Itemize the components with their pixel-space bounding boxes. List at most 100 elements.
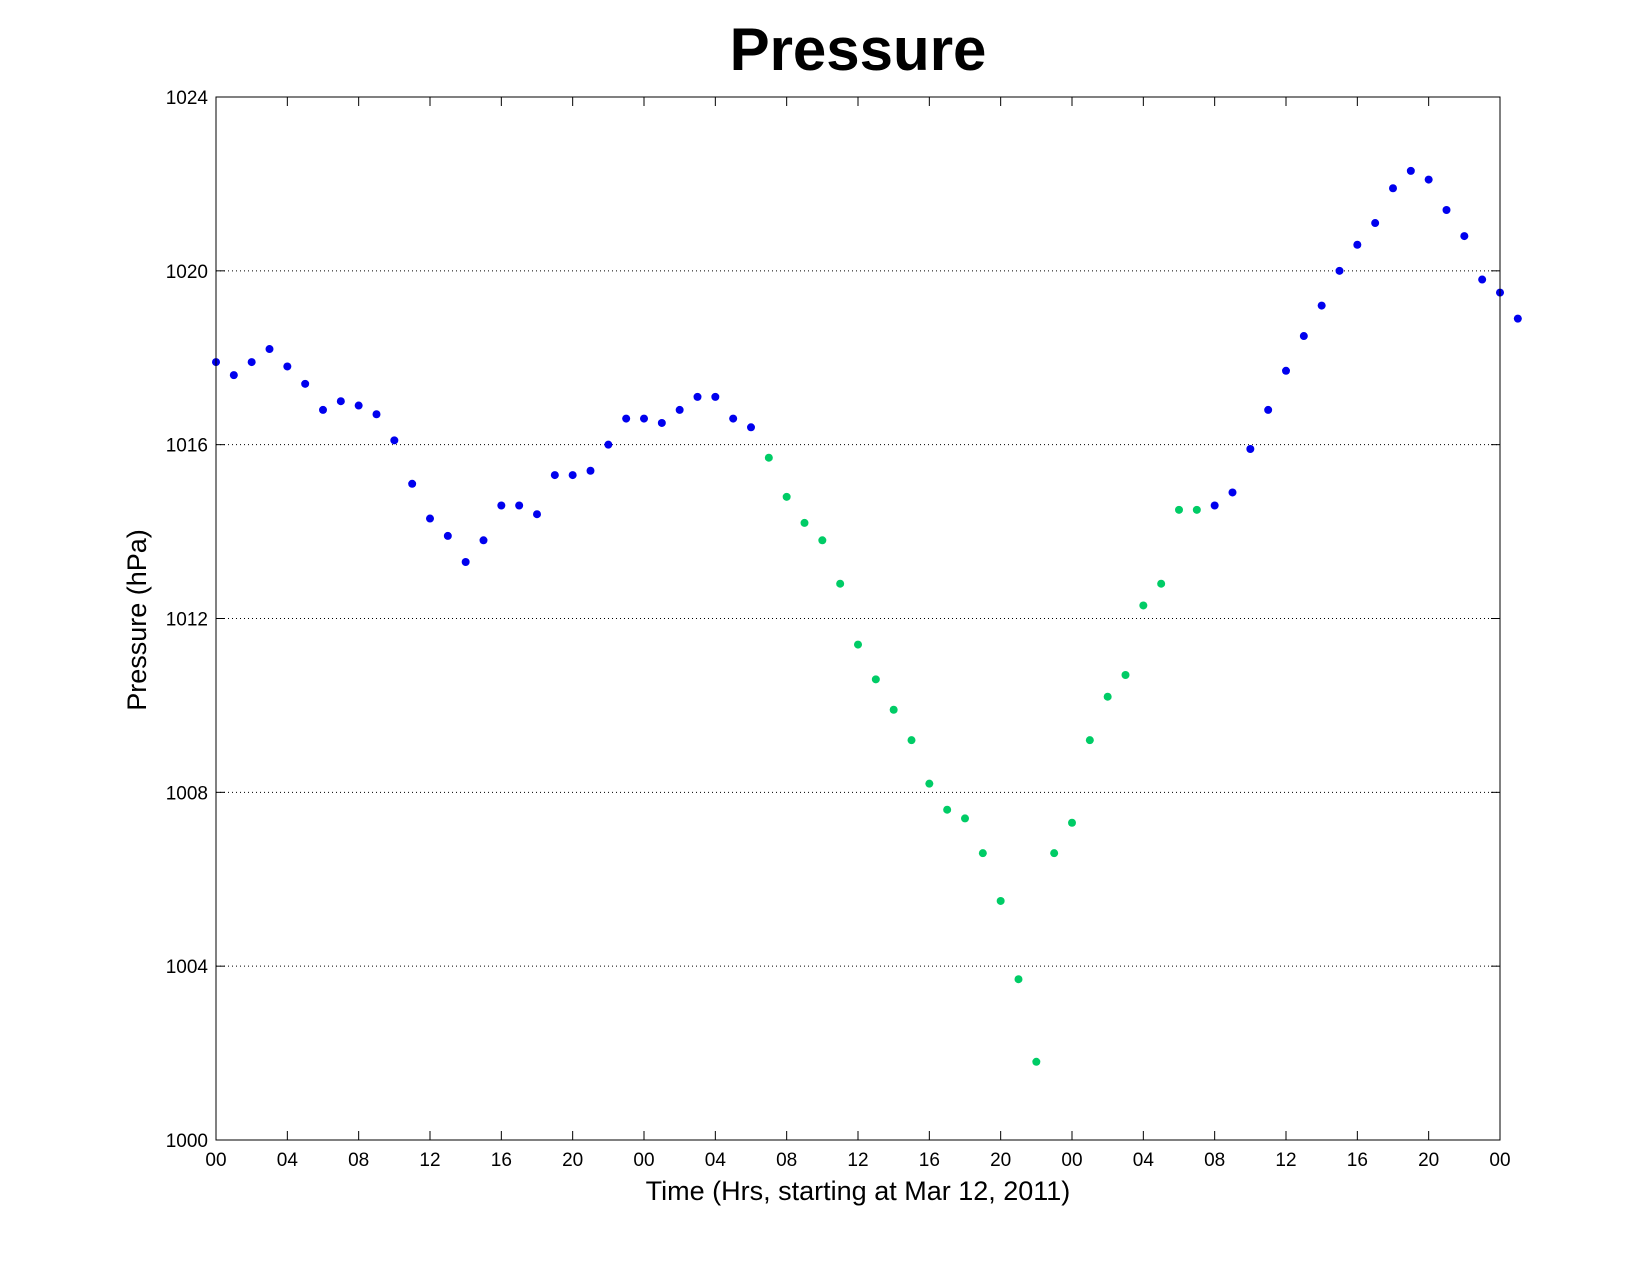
data-point-series-1 <box>568 471 577 480</box>
x-tick-label: 16 <box>491 1150 512 1171</box>
x-tick-label: 20 <box>990 1150 1011 1171</box>
data-points <box>212 166 1522 1066</box>
data-point-series-1 <box>265 345 274 354</box>
data-point-series-1 <box>319 405 327 414</box>
data-point-series-1 <box>711 392 720 401</box>
data-point-series-1 <box>1246 445 1255 454</box>
x-tick-label: 12 <box>419 1150 440 1171</box>
data-point-series-1 <box>354 401 363 410</box>
data-point-series-1 <box>693 392 702 401</box>
data-point-series-1 <box>426 514 434 523</box>
x-tick-label: 08 <box>776 1150 797 1171</box>
data-point-series-2 <box>1032 1057 1041 1066</box>
data-point-series-1 <box>747 423 755 432</box>
data-point-series-2 <box>764 453 773 462</box>
data-point-series-1 <box>336 397 345 406</box>
x-tick-label: 20 <box>562 1150 583 1171</box>
data-point-series-2 <box>943 805 952 814</box>
x-tick-label: 00 <box>1061 1150 1082 1171</box>
data-point-series-2 <box>1068 818 1076 827</box>
data-point-series-1 <box>1460 232 1469 241</box>
data-point-series-1 <box>247 358 256 367</box>
y-tick-label: 1012 <box>166 610 208 631</box>
x-tick-label: 00 <box>205 1150 226 1171</box>
data-point-series-1 <box>1210 501 1219 510</box>
x-tick-label: 12 <box>1275 1150 1296 1171</box>
data-point-series-1 <box>1335 266 1344 275</box>
data-point-series-1 <box>497 501 506 510</box>
data-point-series-1 <box>1282 366 1290 375</box>
data-point-series-2 <box>854 640 862 649</box>
data-point-series-2 <box>871 675 880 684</box>
x-tick-label: 08 <box>348 1150 369 1171</box>
data-point-series-2 <box>1050 849 1059 858</box>
data-point-series-1 <box>1513 314 1522 323</box>
data-point-series-2 <box>925 779 934 788</box>
data-point-series-1 <box>479 536 488 545</box>
data-point-series-2 <box>818 536 827 545</box>
data-point-series-1 <box>301 379 310 388</box>
data-point-series-1 <box>533 510 541 519</box>
data-point-series-2 <box>782 492 791 501</box>
x-tick-label: 20 <box>1418 1150 1439 1171</box>
data-point-series-2 <box>978 849 987 858</box>
data-point-series-1 <box>1264 405 1273 414</box>
data-point-series-1 <box>1299 332 1308 341</box>
data-point-series-1 <box>550 471 559 480</box>
data-point-series-2 <box>996 896 1005 905</box>
y-tick-label: 1004 <box>166 957 209 978</box>
data-point-series-2 <box>1157 579 1166 588</box>
data-point-series-2 <box>961 814 969 823</box>
chart-title: Pressure <box>730 16 987 83</box>
data-point-series-1 <box>1442 205 1451 214</box>
y-axis-label: Pressure (hPa) <box>122 529 152 711</box>
x-tick-label: 00 <box>1489 1150 1510 1171</box>
x-tick-label: 12 <box>847 1150 868 1171</box>
x-tick-label: 04 <box>1133 1150 1155 1171</box>
data-point-series-1 <box>229 371 238 380</box>
data-point-series-2 <box>1103 692 1112 701</box>
data-point-series-1 <box>1424 175 1433 184</box>
data-point-series-1 <box>640 414 648 423</box>
data-point-series-1 <box>461 558 470 567</box>
data-point-series-1 <box>443 531 452 540</box>
y-tick-label: 1016 <box>166 436 208 457</box>
y-tick-label: 1000 <box>166 1131 208 1152</box>
axis-ticks: 1000 1004 1008 1012 1016 1020 1024 00 04 08 12 16 20… <box>166 88 1511 1171</box>
data-point-series-2 <box>836 579 845 588</box>
data-point-series-1 <box>604 440 613 449</box>
data-point-series-2 <box>1175 505 1183 514</box>
data-point-series-1 <box>408 479 417 488</box>
data-point-series-2 <box>1085 736 1094 745</box>
x-tick-label: 04 <box>277 1150 299 1171</box>
x-tick-label: 16 <box>919 1150 940 1171</box>
x-tick-label: 16 <box>1347 1150 1368 1171</box>
data-point-series-1 <box>586 466 595 475</box>
data-point-series-1 <box>1353 240 1362 249</box>
x-tick-label: 04 <box>705 1150 727 1171</box>
data-point-series-1 <box>675 405 684 414</box>
data-point-series-1 <box>1406 166 1415 175</box>
data-point-series-1 <box>1389 184 1397 193</box>
x-axis-label: Time (Hrs, starting at Mar 12, 2011) <box>646 1176 1071 1206</box>
data-point-series-1 <box>372 410 381 419</box>
data-point-series-1 <box>657 418 666 427</box>
plot-frame <box>215 96 1501 1141</box>
data-point-series-1 <box>622 414 631 423</box>
data-point-series-1 <box>1228 488 1237 497</box>
y-tick-label: 1020 <box>166 262 208 283</box>
data-point-series-2 <box>889 705 898 714</box>
data-point-series-2 <box>907 736 916 745</box>
data-point-series-2 <box>1192 505 1201 514</box>
data-point-series-2 <box>800 518 809 527</box>
data-point-series-2 <box>1139 601 1148 610</box>
y-tick-label: 1024 <box>166 88 209 109</box>
data-point-series-1 <box>1317 301 1326 310</box>
x-tick-label: 08 <box>1204 1150 1225 1171</box>
data-point-series-2 <box>1014 975 1023 984</box>
data-point-series-1 <box>1478 275 1487 284</box>
data-point-series-1 <box>729 414 738 423</box>
y-tick-label: 1008 <box>166 783 208 804</box>
